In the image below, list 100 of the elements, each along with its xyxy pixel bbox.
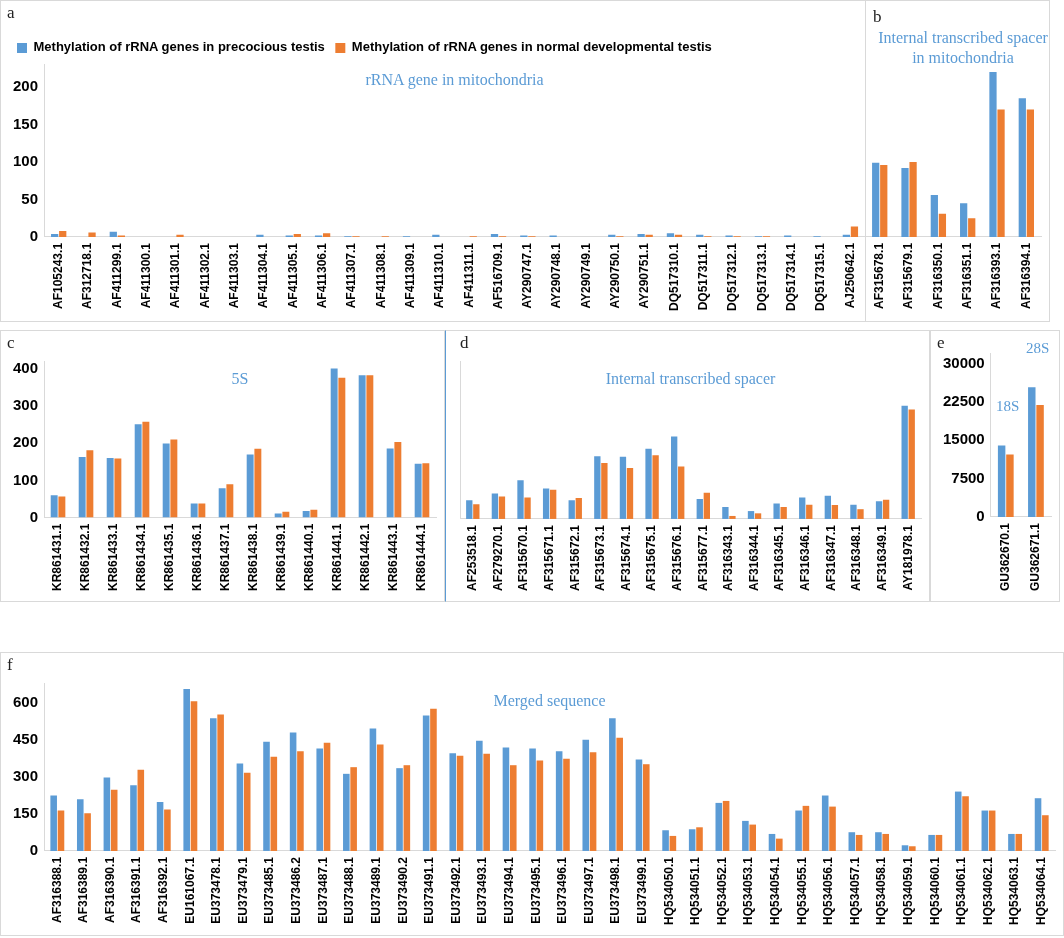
bar <box>594 456 601 519</box>
bar <box>831 505 839 519</box>
bar <box>678 466 685 519</box>
bar <box>386 448 394 518</box>
y-tick-label: 22500 <box>942 392 985 410</box>
x-tick-label: AF253518.1 <box>465 524 480 591</box>
bar <box>246 454 254 518</box>
bar <box>218 488 226 518</box>
x-tick-label: AF411303.1 <box>226 242 241 309</box>
y-tick-label: 450 <box>13 730 39 748</box>
bar <box>988 810 996 851</box>
x-tick-label: AF316351.1 <box>960 242 975 309</box>
bar <box>422 463 430 518</box>
bar <box>1036 405 1044 517</box>
bar <box>103 777 111 851</box>
bar <box>696 827 703 851</box>
bar <box>616 737 623 851</box>
bar <box>954 791 962 851</box>
bar <box>414 463 422 518</box>
bar <box>449 753 457 851</box>
bar <box>57 810 65 851</box>
y-tick-label: 150 <box>13 114 39 132</box>
x-tick-label: GU362670.1 <box>998 522 1013 592</box>
bar <box>164 809 171 851</box>
y-tick-label: 50 <box>21 189 39 207</box>
x-tick-label: DQ517311.1 <box>696 242 711 311</box>
x-tick-label: HQ534056.1 <box>821 856 836 926</box>
x-tick-label: AF315676.1 <box>670 524 685 591</box>
bar <box>476 740 483 851</box>
bar <box>483 753 490 851</box>
bar <box>563 758 570 851</box>
x-tick-label: EU373487.1 <box>315 856 330 924</box>
bar <box>806 504 813 519</box>
bar <box>297 751 304 851</box>
bar <box>688 829 696 851</box>
chart-title: e <box>937 332 945 352</box>
x-tick-label: AY290748.1 <box>549 242 564 309</box>
bar <box>928 834 935 851</box>
bar <box>110 789 118 851</box>
x-tick-label: AF316389.1 <box>76 856 91 923</box>
bar <box>524 497 531 519</box>
bar <box>754 513 762 519</box>
x-tick-label: KR861437.1 <box>218 523 233 592</box>
bar <box>509 765 517 851</box>
x-tick-label: AF411302.1 <box>197 242 212 309</box>
y-tick-label: 0 <box>976 507 985 525</box>
bar <box>236 763 244 851</box>
x-tick-label: HQ534053.1 <box>741 856 756 926</box>
x-tick-label: HQ534055.1 <box>794 856 809 926</box>
bar <box>1015 833 1023 851</box>
x-tick-label: AF279270.1 <box>490 524 505 591</box>
bar <box>1006 454 1014 517</box>
x-tick-label: KR861435.1 <box>162 523 177 592</box>
x-tick-label: AY290749.1 <box>578 242 593 309</box>
x-tick-label: AF316391.1 <box>129 856 144 923</box>
bar <box>198 503 206 518</box>
bar <box>323 233 331 237</box>
bar <box>137 769 145 851</box>
bar <box>960 203 968 237</box>
bar <box>156 801 164 851</box>
x-tick-label: HQ534057.1 <box>847 856 862 926</box>
bar <box>747 511 755 519</box>
bar <box>901 167 909 237</box>
bar <box>338 377 346 518</box>
x-tick-label: AF316392.1 <box>156 856 171 923</box>
bar <box>568 500 575 519</box>
x-tick-label: KR861436.1 <box>190 523 205 592</box>
x-tick-label: HQ534060.1 <box>927 856 942 926</box>
bar <box>589 752 597 851</box>
bar <box>880 164 888 237</box>
y-tick-label: 200 <box>13 77 39 95</box>
x-tick-label: AF411304.1 <box>256 242 271 309</box>
x-tick-label: EU373492.1 <box>448 856 463 924</box>
x-tick-label: EU373497.1 <box>581 856 596 924</box>
x-tick-label: KR861434.1 <box>134 523 149 592</box>
bar <box>58 496 66 518</box>
x-tick-label: AF411306.1 <box>314 242 329 309</box>
bar <box>619 456 627 519</box>
x-tick-label: KR861443.1 <box>386 523 401 592</box>
bar <box>908 409 915 519</box>
bar <box>729 515 736 519</box>
y-tick-label: 600 <box>13 693 39 711</box>
x-tick-label: AF105243.1 <box>51 242 65 309</box>
x-tick-label: AF315677.1 <box>695 524 710 591</box>
x-tick-label: EU161067.1 <box>182 856 197 924</box>
bar <box>637 233 645 237</box>
chart-subtitle: rRNA gene in mitochondria <box>365 70 544 89</box>
bar <box>938 213 947 237</box>
x-tick-label: EU373494.1 <box>501 856 516 924</box>
bar <box>517 480 524 519</box>
bar <box>882 499 890 519</box>
x-tick-label: AF411300.1 <box>138 242 153 309</box>
x-tick-label: AF411311.1 <box>461 242 476 308</box>
x-tick-label: EU373491.1 <box>422 856 437 924</box>
text: b <box>873 6 882 26</box>
x-tick-label: DQ517315.1 <box>813 242 828 312</box>
bar <box>210 718 217 851</box>
bar <box>170 439 178 518</box>
x-tick-label: EU373485.1 <box>262 856 277 924</box>
chart-title: a <box>7 2 15 22</box>
